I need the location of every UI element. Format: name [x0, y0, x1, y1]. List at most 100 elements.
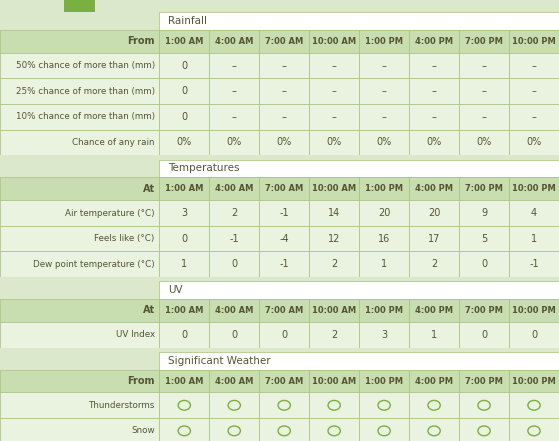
Bar — [209, 418, 259, 441]
Bar — [309, 53, 359, 78]
Text: 1: 1 — [531, 234, 537, 243]
Bar — [0, 418, 159, 441]
Text: 7:00 PM: 7:00 PM — [465, 184, 503, 193]
Bar — [209, 30, 259, 53]
Text: –: – — [232, 112, 236, 122]
Text: 4:00 PM: 4:00 PM — [415, 184, 453, 193]
Text: 3: 3 — [181, 208, 187, 218]
Bar — [159, 177, 209, 200]
Bar — [159, 53, 209, 78]
Text: 10:00 PM: 10:00 PM — [512, 306, 556, 315]
Text: 1:00 AM: 1:00 AM — [165, 37, 203, 46]
Bar — [209, 78, 259, 104]
Text: 1:00 AM: 1:00 AM — [165, 306, 203, 315]
Bar — [0, 392, 159, 418]
Text: –: – — [282, 112, 287, 122]
Bar — [309, 200, 359, 226]
Bar — [0, 12, 159, 30]
Bar — [509, 177, 559, 200]
Bar — [259, 418, 309, 441]
Bar — [159, 281, 559, 299]
Bar — [359, 418, 409, 441]
Bar — [259, 392, 309, 418]
Text: 12: 12 — [328, 234, 340, 243]
Bar — [359, 53, 409, 78]
Bar — [0, 53, 159, 78]
Text: 10:00 PM: 10:00 PM — [512, 37, 556, 46]
Text: 10:00 PM: 10:00 PM — [512, 184, 556, 193]
Bar — [509, 226, 559, 251]
Bar — [509, 299, 559, 322]
Text: 9: 9 — [481, 208, 487, 218]
Bar — [0, 177, 159, 200]
Bar — [509, 30, 559, 53]
Text: 0%: 0% — [226, 138, 242, 147]
Text: 10:00 AM: 10:00 AM — [312, 184, 356, 193]
Text: 0%: 0% — [527, 138, 542, 147]
Bar — [459, 370, 509, 392]
Text: –: – — [432, 86, 437, 96]
Bar — [409, 418, 459, 441]
Bar — [309, 392, 359, 418]
Bar — [309, 418, 359, 441]
Bar — [0, 251, 159, 277]
Bar — [0, 104, 159, 130]
Bar — [409, 130, 459, 155]
Bar — [159, 299, 209, 322]
Text: 4:00 PM: 4:00 PM — [415, 377, 453, 385]
Bar — [359, 30, 409, 53]
Bar — [409, 322, 459, 348]
Text: 10:00 AM: 10:00 AM — [312, 377, 356, 385]
Text: At: At — [143, 184, 155, 194]
Text: –: – — [282, 61, 287, 71]
Bar — [159, 322, 209, 348]
Bar — [409, 200, 459, 226]
Text: 16: 16 — [378, 234, 390, 243]
Text: 0%: 0% — [326, 138, 342, 147]
Bar — [509, 130, 559, 155]
Text: –: – — [382, 112, 387, 122]
Bar — [309, 370, 359, 392]
Bar — [159, 370, 209, 392]
Bar — [409, 78, 459, 104]
Bar — [159, 130, 209, 155]
Bar — [359, 78, 409, 104]
Text: –: – — [432, 61, 437, 71]
Text: 0%: 0% — [177, 138, 192, 147]
Text: UV Index: UV Index — [116, 330, 155, 339]
Text: 0: 0 — [231, 259, 238, 269]
Text: 0%: 0% — [277, 138, 292, 147]
Text: From: From — [127, 37, 155, 46]
Bar — [159, 200, 209, 226]
Text: 17: 17 — [428, 234, 440, 243]
Text: –: – — [282, 86, 287, 96]
Text: –: – — [331, 61, 337, 71]
Text: –: – — [532, 61, 537, 71]
Bar — [409, 177, 459, 200]
Text: 0: 0 — [531, 330, 537, 340]
Bar — [309, 177, 359, 200]
Text: 7:00 AM: 7:00 AM — [265, 306, 304, 315]
Bar — [309, 130, 359, 155]
Text: –: – — [532, 86, 537, 96]
Bar — [259, 200, 309, 226]
Bar — [409, 392, 459, 418]
Text: 0: 0 — [181, 86, 187, 96]
Text: 1:00 PM: 1:00 PM — [365, 184, 403, 193]
Bar — [0, 348, 559, 352]
Bar — [509, 418, 559, 441]
Bar — [409, 299, 459, 322]
Text: 1:00 PM: 1:00 PM — [365, 37, 403, 46]
Bar — [259, 251, 309, 277]
Bar — [359, 299, 409, 322]
Bar — [359, 370, 409, 392]
Bar — [0, 281, 159, 299]
Bar — [259, 30, 309, 53]
Text: -1: -1 — [529, 259, 539, 269]
Text: 0%: 0% — [427, 138, 442, 147]
Bar — [0, 130, 159, 155]
Bar — [159, 12, 559, 30]
Text: –: – — [331, 112, 337, 122]
Bar — [209, 177, 259, 200]
Text: 4:00 PM: 4:00 PM — [415, 306, 453, 315]
